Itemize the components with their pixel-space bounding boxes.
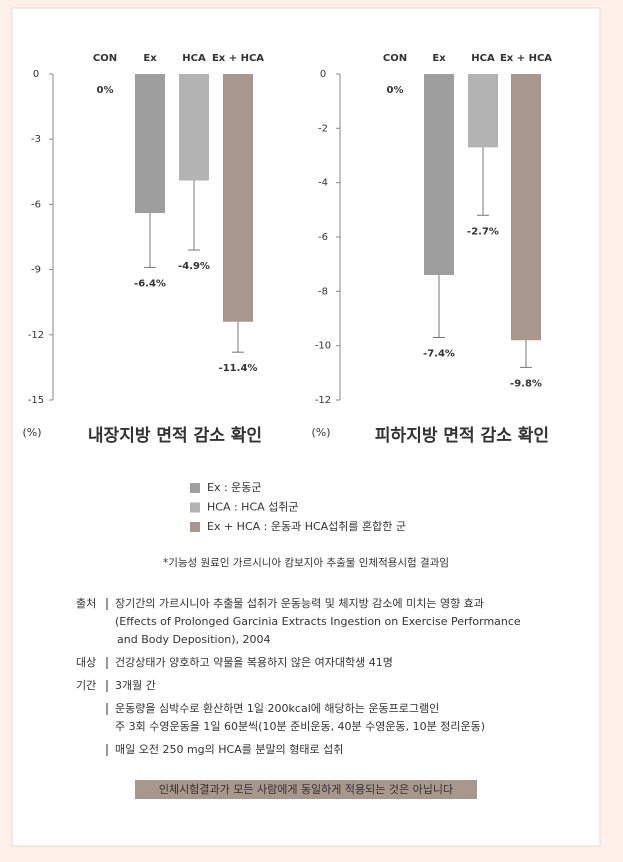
value-label: -2.7% xyxy=(467,226,499,237)
bar xyxy=(135,74,165,214)
info-line: 주 3회 수영운동을 1일 60분씩(10분 준비운동, 40분 수영운동, 1… xyxy=(115,719,485,733)
card xyxy=(11,7,601,847)
y-tick-label: -8 xyxy=(318,286,328,297)
value-label: -6.4% xyxy=(134,278,166,289)
y-tick-label: -4 xyxy=(318,178,328,189)
category-label: HCA xyxy=(182,53,206,64)
y-tick-label: -2 xyxy=(318,123,328,134)
chart-title: 피하지방 면적 감소 확인 xyxy=(375,426,549,446)
bar xyxy=(511,74,541,341)
category-label: Ex xyxy=(143,53,157,64)
info-line: 매일 오전 250 mg의 HCA를 분말의 형태로 섭취 xyxy=(115,742,343,756)
bar xyxy=(424,74,454,276)
value-label: -9.8% xyxy=(510,378,542,389)
value-label: 0% xyxy=(387,85,404,96)
category-label: CON xyxy=(93,53,117,64)
y-tick-label: -3 xyxy=(31,134,41,145)
y-tick-label: -12 xyxy=(315,395,331,406)
info-label: 기간 xyxy=(76,679,96,692)
y-tick-label: -15 xyxy=(28,395,44,406)
y-tick-label: -6 xyxy=(318,232,328,243)
bar xyxy=(179,74,209,181)
category-label: Ex + HCA xyxy=(212,53,264,64)
legend-label: Ex + HCA : 운동과 HCA섭취를 혼합한 군 xyxy=(207,520,406,533)
y-tick-label: -6 xyxy=(31,199,41,210)
category-label: HCA xyxy=(471,53,495,64)
y-tick-label: 0 xyxy=(33,69,39,80)
value-label: -11.4% xyxy=(219,363,258,374)
disclaimer: 인체시험결과가 모든 사람에게 동일하게 적용되는 것은 아닙니다 xyxy=(159,782,453,796)
legend-label: HCA : HCA 섭취군 xyxy=(207,501,299,514)
legend-swatch xyxy=(190,483,200,493)
bar xyxy=(223,74,253,322)
legend-swatch xyxy=(190,502,200,513)
unit-label: (%) xyxy=(311,426,330,439)
y-tick-label: -9 xyxy=(31,265,41,276)
info-line: 3개월 간 xyxy=(115,679,156,692)
category-label: Ex + HCA xyxy=(500,53,552,64)
info-line: (Effects of Prolonged Garcinia Extracts … xyxy=(115,615,521,628)
info-line: 건강상태가 양호하고 약물을 복용하지 않은 여자대학생 41명 xyxy=(115,655,393,669)
category-label: CON xyxy=(383,53,407,64)
info-label: 출처 xyxy=(76,597,96,610)
y-tick-label: -10 xyxy=(315,341,331,352)
info-line: 운동량을 심박수로 환산하면 1일 200kcal에 해당하는 운동프로그램인 xyxy=(115,701,439,715)
info-line: 장기간의 가르시니아 추출물 섭취가 운동능력 및 체지방 감소에 미치는 영향… xyxy=(115,597,484,610)
value-label: -7.4% xyxy=(423,349,455,360)
bar xyxy=(468,74,498,148)
legend-label: Ex : 운동군 xyxy=(207,481,262,494)
chart-title: 내장지방 면적 감소 확인 xyxy=(88,426,262,446)
category-label: Ex xyxy=(432,53,446,64)
y-tick-label: -12 xyxy=(28,330,44,341)
info-label: 대상 xyxy=(76,656,96,669)
disclaimer-box xyxy=(135,780,477,799)
info-line: and Body Deposition), 2004 xyxy=(117,633,271,646)
legend-swatch xyxy=(190,522,200,532)
note: *기능성 원료인 가르시니아 캄보지아 추출물 인체적용시험 결과임 xyxy=(163,556,449,569)
y-tick-label: 0 xyxy=(320,69,326,80)
value-label: 0% xyxy=(97,85,114,96)
unit-label: (%) xyxy=(22,426,41,439)
value-label: -4.9% xyxy=(178,261,210,272)
